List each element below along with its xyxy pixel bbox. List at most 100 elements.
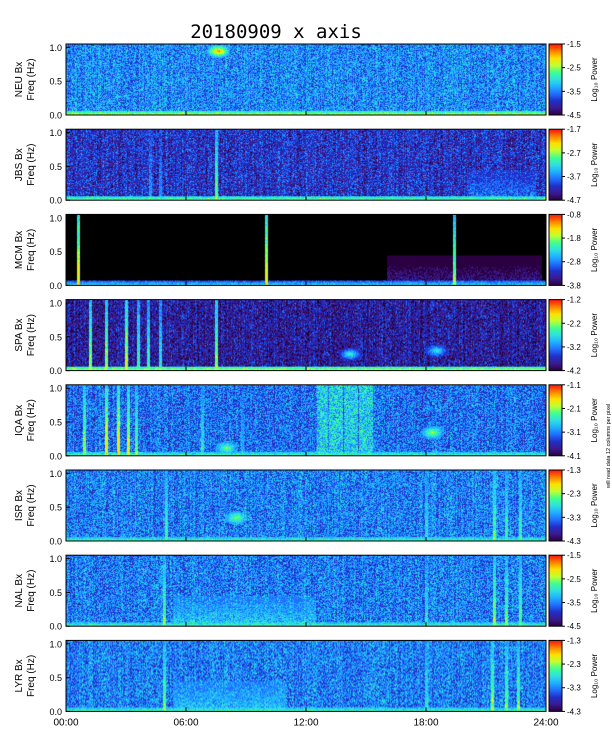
y-tick-label: 0.5 — [49, 588, 62, 598]
station-label: LYR Bx — [14, 659, 25, 692]
colorbar — [548, 554, 563, 627]
freq-label: Freq (Hz) — [26, 229, 37, 271]
colorbar-label: Log₁₀ Power — [590, 653, 599, 698]
colorbar-tick-label: -3.3 — [567, 513, 581, 522]
colorbar-tick-label: -3.5 — [567, 87, 581, 96]
colorbar-label: Log₁₀ Power — [590, 142, 599, 187]
colorbar — [548, 213, 563, 286]
colorbar-tick-label: -1.7 — [567, 125, 581, 134]
y-tick-label: 0.5 — [49, 332, 62, 342]
y-tick-label: 0.0 — [49, 622, 62, 632]
colorbar-tick-label: -2.3 — [567, 490, 581, 499]
station-label: JBS Bx — [14, 148, 25, 181]
y-tick-label: 0.5 — [49, 77, 62, 87]
station-label: NAL Bx — [14, 574, 25, 608]
colorbar-tick-label: -4.5 — [567, 111, 581, 120]
colorbar-tick-label: -1.5 — [567, 40, 581, 49]
colorbar-label: Log₁₀ Power — [590, 398, 599, 443]
colorbar-tick-label: -3.3 — [567, 684, 581, 693]
colorbar-tick-label: -3.7 — [567, 173, 581, 182]
y-tick-label: 0.5 — [49, 162, 62, 172]
station-label: SPA Bx — [14, 319, 25, 352]
x-tick-label: 18:00 — [413, 717, 438, 728]
y-tick-label: 0.5 — [49, 247, 62, 257]
freq-label: Freq (Hz) — [26, 570, 37, 612]
x-tick-label: 24:00 — [533, 717, 558, 728]
spectrogram-image — [66, 470, 546, 541]
spectrogram-image — [66, 555, 546, 627]
station-label: NEU Bx — [14, 62, 25, 98]
y-tick-label: 1.0 — [49, 639, 62, 649]
y-tick-label: 0.5 — [49, 503, 62, 513]
y-tick-label: 0.0 — [49, 281, 62, 291]
colorbar-tick-label: -3.8 — [567, 281, 581, 290]
colorbar-tick-label: -4.5 — [567, 622, 581, 631]
y-tick-label: 0.0 — [49, 451, 62, 461]
spectrogram-image — [66, 44, 546, 115]
y-tick-label: 0.0 — [49, 111, 62, 121]
y-tick-label: 1.0 — [49, 43, 62, 53]
station-label: ISR Bx — [14, 490, 25, 521]
panel-jbs: 0.0 0.5 1.0 JBS Bx Freq (Hz) -1.7 -2.7 -3.7 -4.7… — [14, 125, 599, 206]
colorbar-tick-label: -4.3 — [567, 537, 581, 546]
colorbar — [548, 469, 563, 542]
colorbar-label: Log₁₀ Power — [590, 313, 599, 358]
station-label: IQA Bx — [14, 405, 25, 436]
colorbar-tick-label: -4.7 — [567, 196, 581, 205]
freq-label: Freq (Hz) — [26, 399, 37, 441]
x-tick-label: 06:00 — [173, 717, 198, 728]
colorbar — [548, 43, 563, 116]
colorbar-tick-label: -1.3 — [567, 466, 581, 475]
colorbar-tick-label: -4.1 — [567, 452, 581, 461]
spectrogram-image — [66, 299, 546, 371]
freq-label: Freq (Hz) — [26, 58, 37, 100]
panel-lyr: 0.0 0.5 1.0 LYR Bx Freq (Hz) -1.3 -2.3 -3.3 -4.3… — [14, 636, 599, 717]
colorbar-tick-label: -3.5 — [567, 599, 581, 608]
colorbar-tick-label: -2.5 — [567, 64, 581, 73]
panel-neu: 0.0 0.5 1.0 NEU Bx Freq (Hz) -1.5 -2.5 -3.5 -4.5… — [14, 40, 599, 121]
colorbar — [548, 639, 563, 712]
y-tick-label: 1.0 — [49, 128, 62, 138]
y-tick-label: 0.0 — [49, 366, 62, 376]
freq-label: Freq (Hz) — [26, 655, 37, 697]
y-tick-label: 0.5 — [49, 417, 62, 427]
figure-title: 20180909 x axis — [190, 21, 362, 43]
y-tick-label: 0.0 — [49, 196, 62, 206]
colorbar-tick-label: -3.2 — [567, 343, 581, 352]
colorbar-tick-label: -1.1 — [567, 381, 581, 390]
y-tick-label: 1.0 — [49, 213, 62, 223]
colorbar-tick-label: -2.5 — [567, 575, 581, 584]
colorbar — [548, 128, 563, 201]
y-tick-label: 0.0 — [49, 537, 62, 547]
panel-spa: 0.0 0.5 1.0 SPA Bx Freq (Hz) -1.2 -2.2 -3.2 -4.2… — [14, 296, 599, 377]
colorbar-tick-label: -4.2 — [567, 367, 581, 376]
colorbar-tick-label: -4.3 — [567, 707, 581, 716]
panel-nal: 0.0 0.5 1.0 NAL Bx Freq (Hz) -1.5 -2.5 -3.5 -4.5… — [14, 551, 599, 632]
y-tick-label: 1.0 — [49, 469, 62, 479]
panel-mcm: 0.0 0.5 1.0 MCM Bx Freq (Hz) -0.8 -1.8 -2.8 -3.8… — [14, 210, 599, 291]
processing-note: will read data 12 columns per pixel — [606, 404, 612, 489]
x-tick-label: 12:00 — [293, 717, 318, 728]
colorbar — [548, 299, 563, 372]
spectrogram-image — [66, 214, 546, 286]
panel-iqa: 0.0 0.5 1.0 IQA Bx Freq (Hz) -1.1 -2.1 -3.1 -4.1… — [14, 381, 599, 462]
colorbar-tick-label: -1.8 — [567, 234, 581, 243]
spectrogram-image — [66, 384, 546, 456]
colorbar-tick-label: -1.5 — [567, 551, 581, 560]
colorbar-label: Log₁₀ Power — [590, 227, 599, 272]
x-tick-label: 00:00 — [53, 717, 78, 728]
freq-label: Freq (Hz) — [26, 144, 37, 186]
colorbar-tick-label: -1.2 — [567, 296, 581, 305]
freq-label: Freq (Hz) — [26, 484, 37, 526]
colorbar-label: Log₁₀ Power — [590, 568, 599, 613]
colorbar-tick-label: -1.3 — [567, 636, 581, 645]
colorbar-tick-label: -2.2 — [567, 319, 581, 328]
y-tick-label: 1.0 — [49, 298, 62, 308]
y-tick-label: 1.0 — [49, 384, 62, 394]
spectrogram-image — [66, 129, 546, 201]
y-tick-label: 0.0 — [49, 707, 62, 717]
y-tick-label: 1.0 — [49, 554, 62, 564]
colorbar-label: Log₁₀ Power — [590, 57, 599, 102]
